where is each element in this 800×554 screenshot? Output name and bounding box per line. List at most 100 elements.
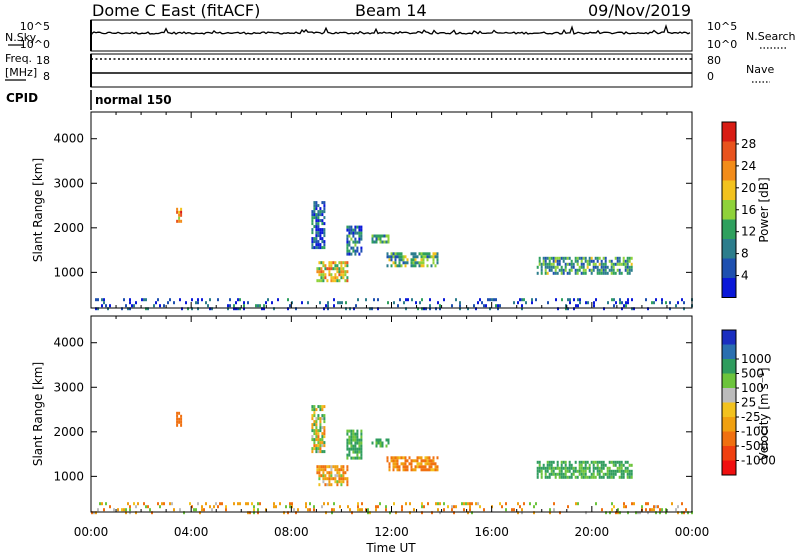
echo-cell	[592, 469, 595, 473]
echo-cell	[358, 447, 361, 451]
echo-cell	[434, 252, 437, 256]
echo-cell	[321, 201, 324, 205]
echo-cell	[491, 298, 493, 302]
echo-cell	[542, 463, 545, 467]
echo-cell	[536, 472, 539, 476]
echo-cell	[602, 271, 605, 275]
echo-cell	[619, 298, 621, 302]
echo-cell	[627, 511, 629, 515]
echo-cell	[428, 465, 431, 469]
echo-cell	[109, 505, 111, 509]
colorbar-tick-label: 4	[741, 269, 749, 283]
echo-cell	[610, 460, 613, 464]
echo-cell	[379, 502, 381, 506]
echo-cell	[552, 469, 555, 473]
echo-cell	[243, 301, 245, 305]
echo-cell	[600, 268, 603, 272]
echo-cell	[659, 508, 661, 512]
echo-cell	[683, 301, 685, 305]
echo-cell	[229, 304, 231, 308]
echo-cell	[626, 265, 629, 269]
echo-cell	[381, 441, 384, 445]
echo-cell	[421, 505, 423, 509]
echo-cell	[319, 234, 322, 238]
echo-cell	[426, 459, 429, 463]
echo-cell	[361, 502, 363, 506]
echo-cell	[546, 265, 549, 269]
echo-cell	[201, 508, 203, 512]
echo-cell	[334, 474, 337, 478]
y-tick-label: 4000	[53, 132, 84, 146]
echo-cell	[459, 307, 461, 311]
echo-cell	[141, 298, 143, 302]
echo-cell	[328, 477, 331, 481]
echo-cell	[550, 460, 553, 464]
echo-cell	[323, 432, 326, 436]
echo-cell	[669, 301, 671, 305]
echo-cell	[620, 463, 623, 467]
echo-cell	[548, 460, 551, 464]
echo-cell	[330, 474, 333, 478]
echo-cell	[315, 432, 318, 436]
echo-cell	[318, 471, 321, 475]
echo-cell	[263, 307, 265, 311]
x-tick-label: 00:00	[675, 525, 710, 539]
echo-cell	[556, 265, 559, 269]
echo-cell	[271, 301, 273, 305]
echo-cell	[191, 298, 193, 302]
echo-cell	[432, 459, 435, 463]
echo-cell	[578, 463, 581, 467]
echo-cell	[622, 469, 625, 473]
echo-cell	[324, 264, 327, 268]
echo-cell	[606, 475, 609, 479]
echo-cell	[626, 262, 629, 266]
echo-cell	[332, 477, 335, 481]
echo-cell	[373, 234, 376, 238]
echo-cell	[608, 268, 611, 272]
echo-cell	[562, 475, 565, 479]
echo-cell	[628, 259, 631, 263]
echo-cell	[487, 298, 489, 302]
echo-cell	[342, 276, 345, 280]
echo-cell	[375, 234, 378, 238]
echo-cell	[332, 267, 335, 271]
echo-cell	[394, 255, 397, 259]
echo-cell	[553, 508, 555, 512]
echo-cell	[556, 466, 559, 470]
echo-cell	[408, 462, 411, 466]
colorbar-tick-label: 24	[741, 159, 756, 173]
echo-cell	[618, 460, 621, 464]
echo-cell	[588, 469, 591, 473]
echo-cell	[548, 463, 551, 467]
echo-cell	[330, 465, 333, 469]
echo-cell	[342, 468, 345, 472]
echo-cell	[414, 252, 417, 256]
echo-cell	[233, 304, 235, 308]
echo-cell	[540, 466, 543, 470]
echo-cell	[321, 405, 324, 409]
echo-cell	[323, 246, 326, 250]
echo-cell	[318, 474, 321, 478]
y-tick-label: 1000	[53, 469, 84, 483]
echo-cell	[321, 228, 324, 232]
echo-cell	[627, 301, 629, 305]
echo-cell	[424, 252, 427, 256]
echo-cell	[544, 472, 547, 476]
echo-cell	[573, 307, 575, 311]
echo-cell	[95, 511, 97, 515]
echo-cell	[405, 298, 407, 302]
echo-cell	[322, 279, 325, 283]
echo-cell	[602, 466, 605, 470]
echo-cell	[385, 508, 387, 512]
echo-cell	[311, 243, 314, 247]
echo-cell	[683, 307, 685, 311]
echo-cell	[596, 268, 599, 272]
echo-cell	[435, 307, 437, 311]
echo-cell	[544, 466, 547, 470]
echo-cell	[121, 508, 123, 512]
echo-cell	[323, 450, 326, 454]
echo-cell	[394, 252, 397, 256]
echo-cell	[595, 298, 597, 302]
echo-cell	[558, 469, 561, 473]
echo-cell	[317, 243, 320, 247]
